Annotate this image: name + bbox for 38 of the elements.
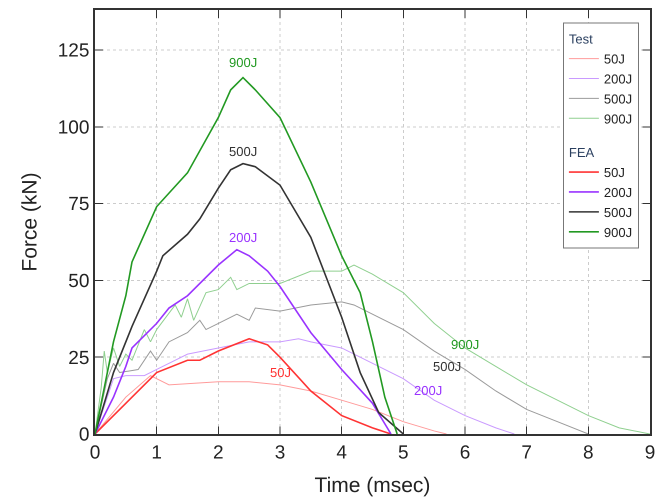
x-tick-label: 7 <box>521 442 532 464</box>
x-axis-title: Time (msec) <box>314 474 430 498</box>
x-tick-label: 1 <box>151 442 162 464</box>
annotation: 500J <box>433 359 462 374</box>
legend-label: 50J <box>604 52 625 67</box>
x-tick-label: 8 <box>583 442 594 464</box>
x-tick-label: 9 <box>644 442 656 464</box>
annotation: 200J <box>414 383 442 398</box>
annotation: 900J <box>229 55 258 70</box>
x-tick-label: 5 <box>398 442 409 464</box>
x-tick-label: 2 <box>213 442 224 464</box>
line-series <box>95 264 650 434</box>
legend-label: 500J <box>604 204 632 220</box>
annotation: 200J <box>229 230 258 245</box>
legend-label: 200J <box>604 72 632 87</box>
line-series <box>95 338 392 434</box>
y-axis-title: Force (kN) <box>18 172 42 272</box>
annotation: 500J <box>229 144 258 159</box>
y-tick-label: 125 <box>58 40 90 62</box>
y-tick-label: 50 <box>68 271 90 292</box>
x-tick-label: 3 <box>274 442 286 464</box>
line-series <box>95 248 392 434</box>
y-tick-label: 25 <box>68 348 90 369</box>
x-tick-label: 6 <box>460 442 470 464</box>
text: FEA <box>568 145 594 160</box>
x-tick-label: 4 <box>336 442 348 464</box>
legend-label: 900J <box>604 111 632 126</box>
legend-label: 50J <box>604 165 625 180</box>
y-tick-label: 75 <box>68 194 90 216</box>
annotation: 50J <box>270 365 291 380</box>
y-tick-label: 100 <box>58 117 90 138</box>
legend-label: 500J <box>604 91 632 106</box>
legend-label: 200J <box>604 185 632 200</box>
text: Test <box>568 32 593 47</box>
annotation: 900J <box>451 337 480 352</box>
legend-label: 900J <box>604 224 632 240</box>
y-tick-label: 0 <box>78 424 90 446</box>
line-series <box>95 76 398 434</box>
